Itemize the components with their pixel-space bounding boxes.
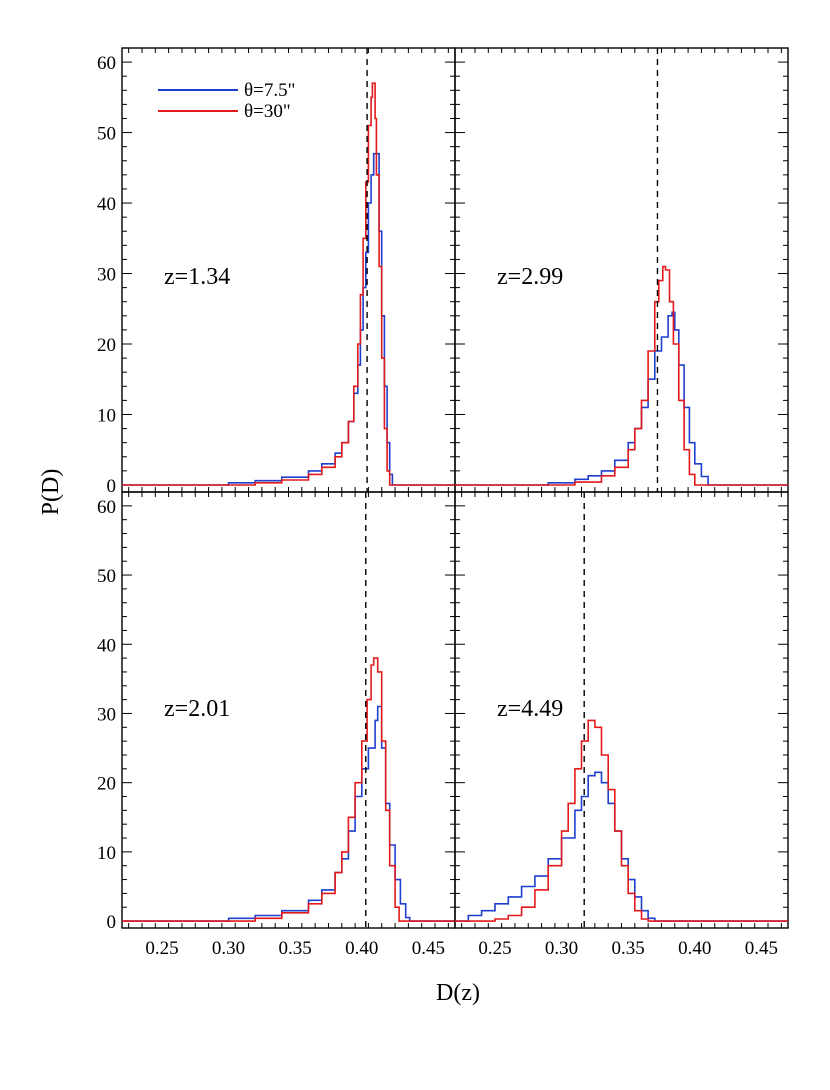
redshift-annotation: z=1.34 [164, 264, 230, 290]
series-line-theta-7-5 [122, 152, 455, 486]
legend-label: θ=30" [244, 101, 291, 122]
series-line-theta-7-5 [122, 705, 455, 922]
y-tick-label: 60 [97, 497, 116, 518]
series-line-theta-30 [122, 657, 455, 922]
redshift-annotation: z=2.99 [497, 264, 563, 290]
redshift-annotation: z=4.49 [497, 696, 563, 722]
panel-bottom-left: 0.25 0.30 0.35 0.40 0.45 0 10 20 30 40 50 60 z=2.01 [97, 491, 456, 959]
x-tick-label: 0.25 [145, 938, 178, 959]
y-tick-label: 50 [97, 124, 116, 145]
y-tick-label: 40 [97, 194, 116, 215]
x-tick-label: 0.45 [412, 938, 445, 959]
series-line-theta-7-5 [455, 311, 788, 486]
panel-top-left: 0 10 20 30 40 50 60 z=1.34 θ=7.5"θ=30" [97, 47, 456, 497]
ylabel: P(D) [38, 469, 64, 516]
y-tick-label: 0 [107, 476, 117, 497]
y-tick-label: 20 [97, 335, 116, 356]
x-tick-label: 0.40 [345, 938, 378, 959]
y-tick-label: 20 [97, 774, 116, 795]
series-line-theta-30 [455, 719, 788, 922]
x-tick-label: 0.25 [478, 938, 511, 959]
y-tick-label: 10 [97, 843, 116, 864]
x-tick-label: 0.45 [745, 938, 778, 959]
y-tick-label: 30 [97, 265, 116, 286]
x-tick-label: 0.35 [612, 938, 645, 959]
panels: 0 10 20 30 40 50 60 z=1.34 θ=7.5"θ=30" z=2.99 0.25… [97, 47, 789, 959]
series-line-theta-30 [122, 82, 455, 486]
x-tick-label: 0.30 [212, 938, 245, 959]
x-tick-label: 0.35 [279, 938, 312, 959]
y-tick-label: 10 [97, 405, 116, 426]
x-tick-label: 0.40 [678, 938, 711, 959]
panel-bottom-right: 0.25 0.30 0.35 0.40 0.45 z=4.49 [454, 491, 789, 959]
y-tick-label: 60 [97, 53, 116, 74]
legend: θ=7.5"θ=30" [158, 80, 295, 122]
y-tick-label: 30 [97, 704, 116, 725]
y-tick-label: 0 [107, 912, 117, 933]
series-line-theta-30 [455, 265, 788, 486]
redshift-annotation: z=2.01 [164, 696, 230, 722]
xlabel: D(z) [436, 980, 480, 1006]
y-tick-label: 40 [97, 635, 116, 656]
panel-top-right: z=2.99 [454, 47, 789, 493]
x-tick-label: 0.30 [545, 938, 578, 959]
y-tick-label: 50 [97, 566, 116, 587]
legend-label: θ=7.5" [244, 80, 295, 101]
